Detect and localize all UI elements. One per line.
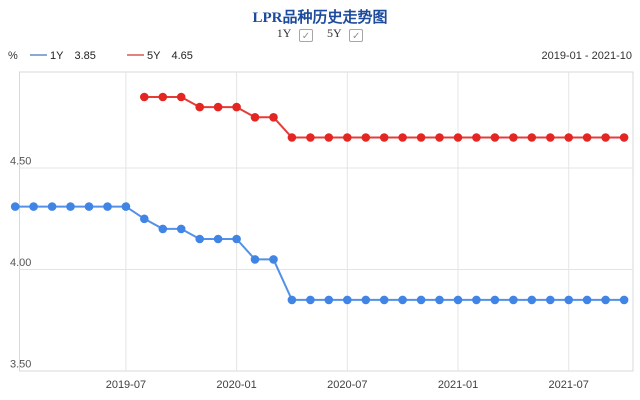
data-point-1Y (361, 295, 371, 305)
data-point-5Y (546, 133, 555, 142)
data-point-5Y (564, 133, 573, 142)
data-point-5Y (232, 102, 241, 112)
data-point-1Y (103, 202, 112, 211)
data-point-5Y (195, 102, 204, 112)
legend-series-value: 3.85 (74, 50, 96, 62)
data-point-5Y (250, 113, 260, 122)
data-point-1Y (564, 295, 573, 305)
checkmark-icon: ✓ (301, 31, 311, 42)
data-point-5Y (306, 133, 315, 142)
toggle-1y: 1Y ✓ (277, 26, 313, 42)
legend-item-1y: 1Y 3.85 (30, 50, 96, 62)
x-tick-label: 2021-01 (438, 379, 478, 391)
data-point-1Y (398, 295, 407, 305)
data-point-1Y (269, 255, 278, 264)
data-point-5Y (158, 92, 168, 102)
data-point-1Y (546, 295, 555, 305)
y-tick-label: 4.00 (10, 257, 31, 269)
data-point-5Y (361, 133, 371, 142)
data-point-5Y (527, 133, 537, 142)
data-point-1Y (509, 295, 518, 305)
data-point-1Y (453, 295, 463, 305)
data-point-5Y (140, 92, 149, 102)
data-point-5Y (398, 133, 407, 142)
data-point-5Y (619, 133, 629, 142)
data-point-1Y (472, 295, 481, 305)
x-tick-label: 2021-07 (549, 379, 589, 391)
data-point-1Y (140, 214, 149, 224)
data-point-5Y (472, 133, 481, 142)
data-point-1Y (10, 202, 20, 211)
data-point-5Y (324, 133, 334, 142)
data-point-1Y (195, 234, 204, 244)
toggle-5y-label: 5Y (327, 26, 342, 40)
data-point-1Y (582, 295, 592, 305)
legend-series-value: 4.65 (171, 50, 193, 62)
toggle-5y: 5Y ✓ (327, 26, 364, 42)
legend-row: % 1Y 3.85 5Y 4.65 2019-01 - 2021-10 (0, 50, 640, 64)
y-tick-label: 4.50 (10, 156, 31, 168)
data-point-5Y (416, 133, 426, 142)
data-point-5Y (343, 133, 352, 142)
data-point-1Y (343, 295, 352, 305)
legend-series-name: 1Y (50, 50, 64, 62)
data-point-1Y (416, 295, 426, 305)
legend-item-5y: 5Y 4.65 (127, 50, 193, 62)
toggle-1y-label: 1Y (276, 26, 291, 40)
data-point-5Y (453, 133, 463, 142)
data-point-1Y (490, 295, 500, 305)
y-axis-unit-label: % (8, 50, 18, 62)
data-point-5Y (379, 133, 389, 142)
data-point-5Y (582, 133, 592, 142)
data-point-1Y (435, 295, 444, 305)
data-point-1Y (232, 234, 241, 244)
data-point-1Y (47, 202, 57, 211)
data-point-1Y (213, 234, 223, 244)
checkbox-5y[interactable]: ✓ (349, 29, 364, 42)
checkmark-icon: ✓ (352, 31, 361, 42)
checkbox-1y[interactable]: ✓ (299, 29, 313, 42)
series-line-1Y (15, 205, 625, 301)
data-point-5Y (601, 133, 610, 142)
data-point-1Y (324, 295, 334, 305)
data-point-1Y (379, 295, 389, 305)
data-point-1Y (619, 295, 629, 305)
data-point-1Y (66, 202, 75, 211)
data-point-1Y (306, 295, 315, 305)
legend-series-name: 5Y (147, 50, 161, 62)
data-point-5Y (509, 133, 518, 142)
data-point-1Y (29, 202, 38, 211)
data-point-5Y (213, 102, 223, 112)
data-point-5Y (287, 133, 297, 142)
legend-line-1y-icon (30, 54, 47, 56)
plot-area (19, 71, 634, 372)
data-point-1Y (121, 202, 131, 211)
data-point-5Y (435, 133, 444, 142)
data-point-1Y (176, 224, 186, 234)
data-point-5Y (176, 92, 186, 102)
date-range-label: 2019-01 - 2021-10 (541, 50, 632, 62)
series-toggle-row: 1Y ✓ 5Y ✓ (0, 26, 640, 42)
data-point-1Y (287, 295, 297, 305)
legend-line-5y-icon (127, 54, 144, 56)
y-tick-label: 3.50 (10, 359, 31, 371)
x-tick-label: 2019-07 (106, 379, 146, 391)
page-title: LPR品种历史走势图 (252, 10, 388, 26)
data-point-1Y (158, 224, 168, 234)
data-point-1Y (527, 295, 537, 305)
data-point-5Y (490, 133, 500, 142)
data-point-1Y (84, 202, 94, 211)
x-tick-label: 2020-07 (327, 379, 367, 391)
data-point-5Y (269, 113, 278, 122)
data-point-1Y (250, 255, 260, 264)
data-point-1Y (601, 295, 610, 305)
x-tick-label: 2020-01 (216, 379, 256, 391)
